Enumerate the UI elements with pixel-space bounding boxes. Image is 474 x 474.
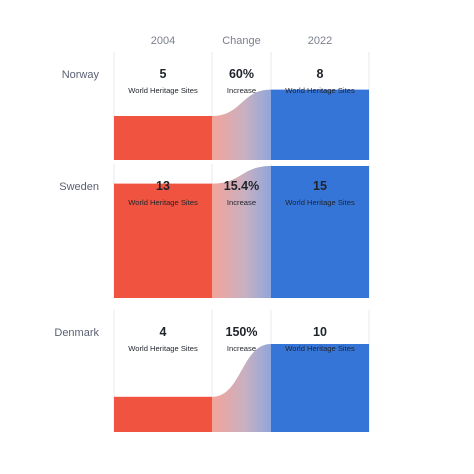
bar-2022-denmark [271, 344, 369, 432]
bar-2004-denmark [114, 396, 212, 432]
value-label-2022-norway: 8 [317, 67, 324, 81]
sub-label-2004-sweden: World Heritage Sites [128, 198, 198, 207]
sub-label-change-sweden: Increase [227, 198, 256, 207]
sub-label-2022-norway: World Heritage Sites [285, 86, 355, 95]
country-label-denmark: Denmark [54, 327, 99, 339]
value-label-2004-norway: 5 [160, 67, 167, 81]
sub-label-2022-sweden: World Heritage Sites [285, 198, 355, 207]
bar-2004-sweden [114, 183, 212, 298]
change-connector-norway [212, 89, 271, 160]
value-label-2022-sweden: 15 [313, 179, 327, 193]
bar-2022-norway [271, 89, 369, 160]
change-label-sweden: 15.4% [224, 179, 259, 193]
bar-2004-norway [114, 116, 212, 160]
sub-label-2022-denmark: World Heritage Sites [285, 344, 355, 353]
sub-label-2004-denmark: World Heritage Sites [128, 344, 198, 353]
sub-label-2004-norway: World Heritage Sites [128, 86, 198, 95]
country-label-norway: Norway [62, 69, 100, 81]
value-label-2004-denmark: 4 [160, 325, 167, 339]
change-label-norway: 60% [229, 67, 254, 81]
sub-label-change-denmark: Increase [227, 344, 256, 353]
change-connector-denmark [212, 344, 271, 432]
change-label-denmark: 150% [226, 325, 258, 339]
value-label-2004-sweden: 13 [156, 179, 170, 193]
sub-label-change-norway: Increase [227, 86, 256, 95]
value-label-2022-denmark: 10 [313, 325, 327, 339]
column-header-2022: 2022 [308, 35, 332, 47]
column-header-2004: 2004 [151, 35, 175, 47]
change-connector-sweden [212, 166, 271, 298]
country-label-sweden: Sweden [59, 181, 99, 193]
bar-2022-sweden [271, 166, 369, 298]
column-header-change: Change [222, 35, 261, 47]
